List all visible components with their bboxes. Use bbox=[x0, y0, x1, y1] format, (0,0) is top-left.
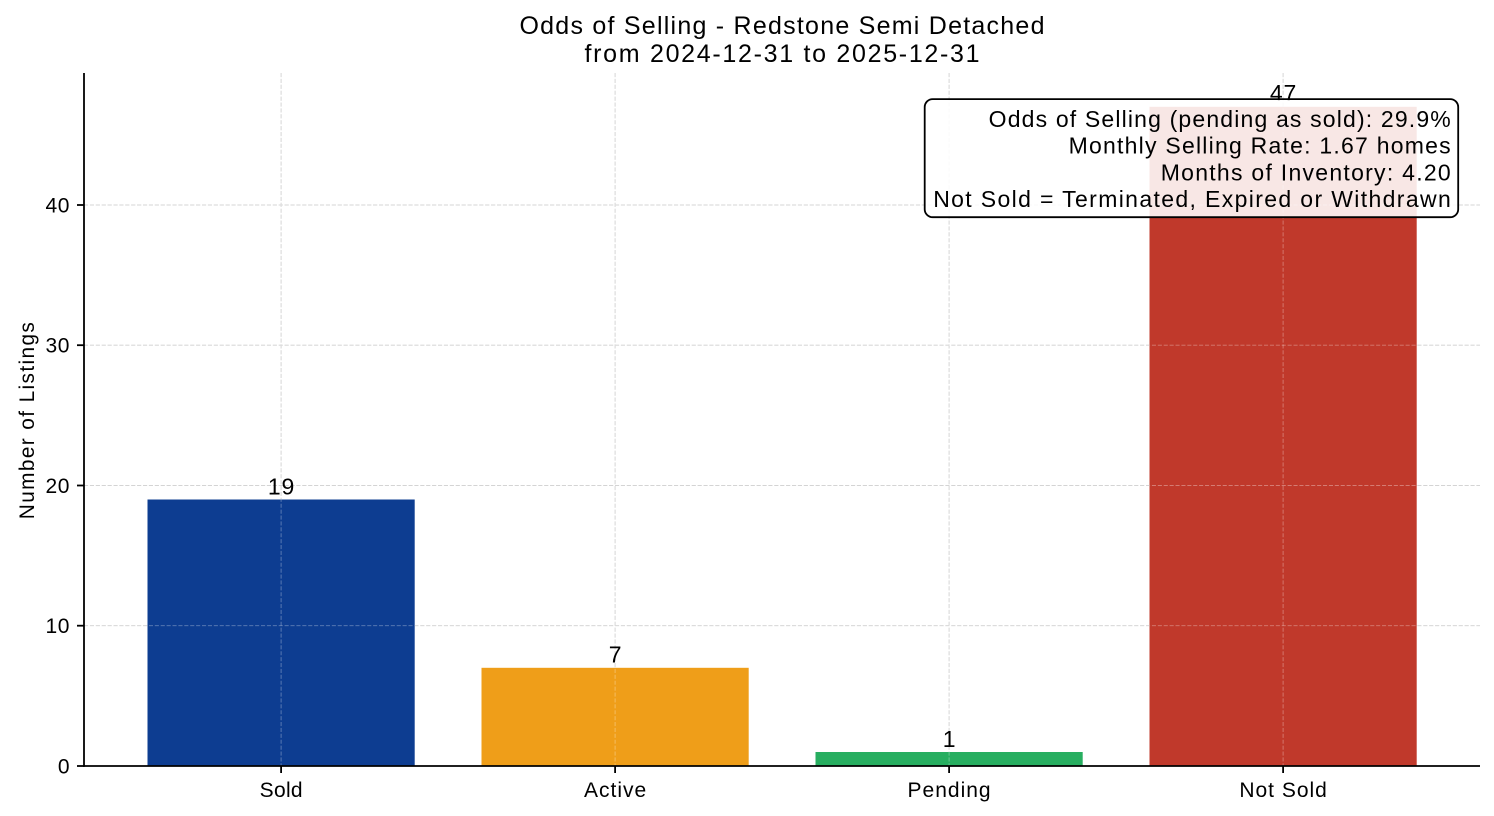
svg-text:0: 0 bbox=[58, 756, 70, 779]
svg-text:Not Sold = Terminated, Expired: Not Sold = Terminated, Expired or Withdr… bbox=[933, 186, 1452, 212]
svg-text:Pending: Pending bbox=[908, 779, 992, 802]
svg-text:Number of Listings: Number of Listings bbox=[16, 321, 39, 519]
svg-text:from 2024-12-31 to 2025-12-31: from 2024-12-31 to 2025-12-31 bbox=[585, 40, 982, 68]
svg-text:Sold: Sold bbox=[260, 779, 303, 802]
svg-text:7: 7 bbox=[609, 642, 623, 668]
svg-text:30: 30 bbox=[46, 335, 71, 358]
svg-text:Months of Inventory: 4.20: Months of Inventory: 4.20 bbox=[1161, 159, 1452, 185]
svg-text:1: 1 bbox=[943, 726, 957, 752]
svg-text:20: 20 bbox=[46, 475, 71, 498]
svg-text:Not Sold: Not Sold bbox=[1239, 779, 1328, 802]
svg-text:Odds of Selling (pending as so: Odds of Selling (pending as sold): 29.9% bbox=[989, 106, 1452, 132]
svg-text:40: 40 bbox=[46, 195, 71, 218]
svg-text:10: 10 bbox=[46, 615, 71, 638]
svg-text:Odds of Selling - Redstone Sem: Odds of Selling - Redstone Semi Detached bbox=[519, 12, 1045, 40]
svg-text:Active: Active bbox=[584, 779, 647, 802]
svg-text:19: 19 bbox=[268, 473, 295, 499]
svg-text:Monthly Selling Rate: 1.67 hom: Monthly Selling Rate: 1.67 homes bbox=[1069, 133, 1452, 159]
